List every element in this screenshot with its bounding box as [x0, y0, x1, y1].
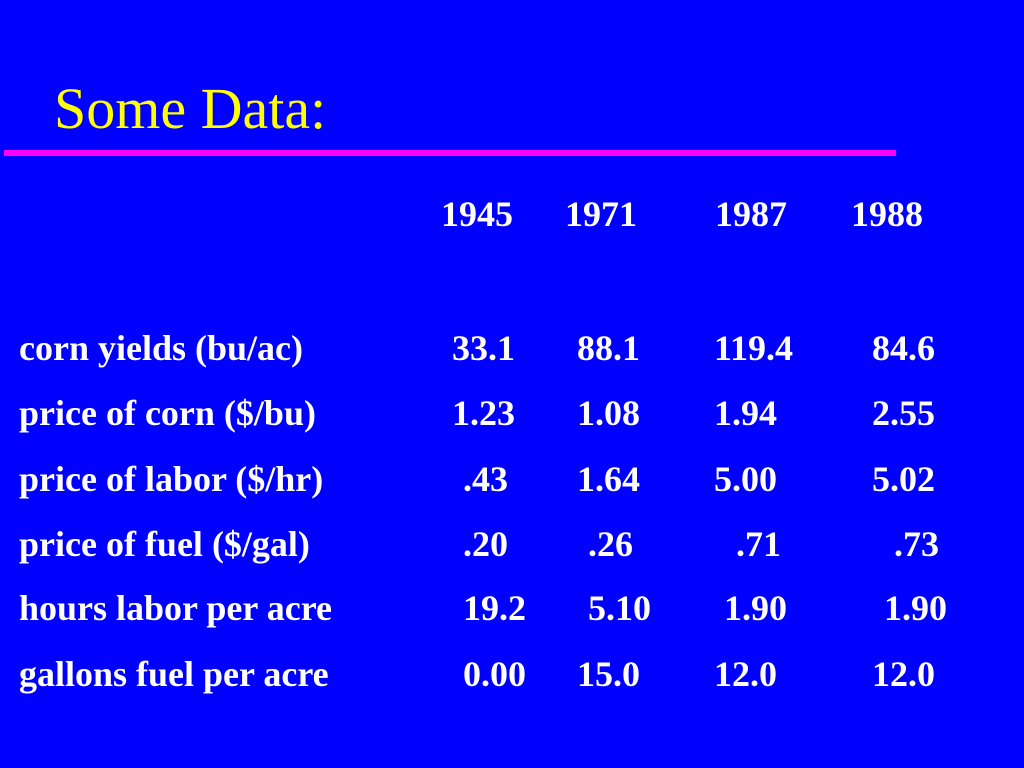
- table-cell: .26: [588, 524, 633, 564]
- row-label-hours-labor: hours labor per acre: [19, 588, 332, 628]
- title-divider: [4, 150, 896, 156]
- year-header-1987: 1987: [715, 194, 787, 234]
- row-label-price-of-fuel: price of fuel ($/gal): [19, 524, 310, 564]
- year-header-1988: 1988: [851, 194, 923, 234]
- table-cell: .73: [894, 524, 939, 564]
- table-cell: 0.00: [463, 654, 526, 694]
- table-cell: 119.4: [714, 328, 794, 368]
- year-header-1971: 1971: [565, 194, 637, 234]
- table-cell: 5.00: [714, 459, 777, 499]
- table-cell: .71: [736, 524, 781, 564]
- table-cell: .43: [463, 459, 508, 499]
- table-cell: 5.10: [588, 588, 651, 628]
- table-cell: 5.02: [872, 459, 935, 499]
- table-cell: .20: [463, 524, 508, 564]
- table-cell: 12.0: [872, 654, 935, 694]
- table-cell: 1.94: [714, 393, 777, 433]
- year-header-1945: 1945: [441, 194, 513, 234]
- table-cell: 84.6: [872, 328, 935, 368]
- table-cell: 1.08: [577, 393, 640, 433]
- table-cell: 1.90: [884, 588, 947, 628]
- row-label-price-of-corn: price of corn ($/bu): [19, 393, 316, 433]
- table-cell: 1.64: [577, 459, 640, 499]
- table-cell: 33.1: [452, 328, 515, 368]
- table-cell: 88.1: [577, 328, 640, 368]
- table-cell: 1.23: [452, 393, 515, 433]
- table-cell: 19.2: [463, 588, 526, 628]
- row-label-gallons-fuel: gallons fuel per acre: [19, 654, 329, 694]
- row-label-price-of-labor: price of labor ($/hr): [19, 459, 324, 499]
- slide-title: Some Data:: [54, 76, 327, 141]
- table-cell: 1.90: [724, 588, 787, 628]
- table-cell: 2.55: [872, 393, 935, 433]
- row-label-corn-yields: corn yields (bu/ac): [19, 328, 303, 368]
- table-cell: 12.0: [714, 654, 777, 694]
- table-cell: 15.0: [577, 654, 640, 694]
